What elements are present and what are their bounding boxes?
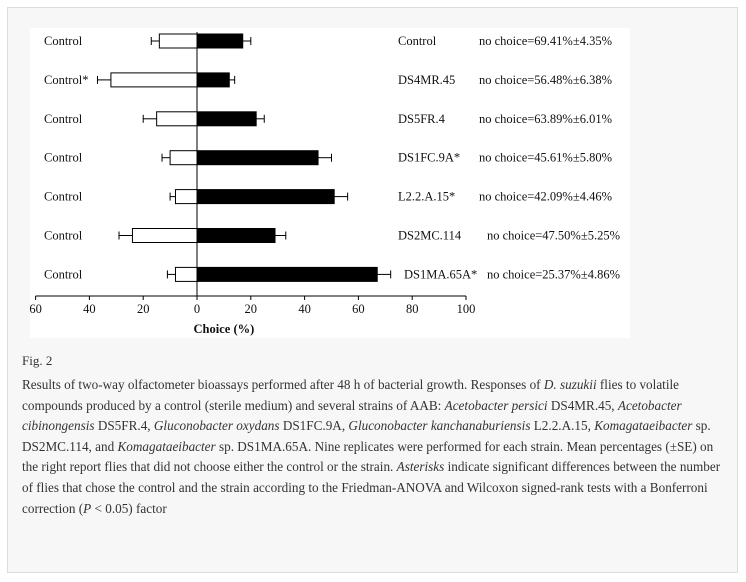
strain-label: DS5FR.4 <box>398 112 446 126</box>
no-choice-label: no choice=47.50%±5.25% <box>487 229 620 243</box>
no-choice-label: no choice=63.89%±6.01% <box>479 112 612 126</box>
caption-italic: Gluconobacter kanchanaburiensis <box>348 418 531 434</box>
caption-text: L2.2.A.15, <box>530 418 595 434</box>
x-tick-label: 20 <box>137 302 150 316</box>
caption-text: DS5FR.4, <box>94 418 154 434</box>
control-bar <box>156 111 198 127</box>
x-tick-label: 60 <box>352 302 365 316</box>
caption-text: flies to volatile compounds produced by … <box>22 377 680 413</box>
caption-italic: Acetobacter cibinongensis <box>22 397 682 434</box>
strain-label: DS2MC.114 <box>398 229 462 243</box>
x-tick-label: 20 <box>245 302 257 316</box>
x-tick-label: 40 <box>83 302 96 316</box>
control-label: Control <box>44 151 83 165</box>
caption-italic: Komagataeibacter <box>594 418 693 434</box>
caption-italic: P <box>83 500 92 516</box>
control-label: Control* <box>44 73 88 87</box>
strain-bar <box>196 189 335 205</box>
x-axis-title: Choice (%) <box>194 322 255 336</box>
caption-italic: Komagataeibacter <box>117 438 216 454</box>
no-choice-label: no choice=45.61%±5.80% <box>479 151 612 165</box>
control-bar <box>174 266 198 282</box>
strain-bar <box>196 150 319 166</box>
strain-bar <box>196 33 244 49</box>
x-tick-label: 80 <box>406 302 419 316</box>
strain-bar <box>196 266 378 282</box>
control-label: Control <box>44 229 83 243</box>
strain-label: Control <box>398 34 437 48</box>
chart-area: Control Control no choice=69.41%±4.35% Cont… <box>30 28 630 338</box>
control-bar <box>169 150 198 166</box>
caption-italic: Gluconobacter oxydans <box>153 418 280 434</box>
x-tick-label: 100 <box>457 302 476 316</box>
control-bar <box>131 228 198 243</box>
x-tick-label: 0 <box>194 302 200 316</box>
no-choice-label: no choice=69.41%±4.35% <box>479 34 612 48</box>
caption-italic: Acetobacter persici <box>444 397 548 413</box>
strain-bar <box>196 111 257 127</box>
figure-label: Fig. 2 <box>22 353 53 368</box>
strain-label: DS4MR.45 <box>398 73 455 87</box>
strain-bar <box>196 72 230 88</box>
caption-text: sp. DS1MA.65A. Nine replicates were perf… <box>22 438 714 475</box>
control-bar <box>110 72 198 88</box>
caption-italic: Asterisks <box>396 459 445 475</box>
no-choice-label: no choice=56.48%±6.38% <box>479 73 612 87</box>
no-choice-label: no choice=25.37%±4.86% <box>487 267 620 281</box>
no-choice-label: no choice=42.09%±4.46% <box>479 190 612 204</box>
control-label: Control <box>44 112 83 126</box>
x-tick-label: 60 <box>30 302 42 316</box>
strain-label: DS1FC.9A* <box>398 151 460 165</box>
caption-text: DS4MR.45, <box>547 397 618 413</box>
control-label: Control <box>44 190 83 204</box>
olfactometer-chart: Control Control no choice=69.41%±4.35% Cont… <box>30 32 620 336</box>
caption-text: DS1FC.9A, <box>279 418 349 434</box>
caption-italic: D. suzukii <box>543 377 597 392</box>
x-tick-label: 40 <box>298 302 311 316</box>
strain-bar <box>196 228 276 243</box>
strain-label: L2.2.A.15* <box>398 190 455 204</box>
figure-caption: Results of two-way olfactometer bioassay… <box>22 375 722 519</box>
caption-text: indicate significant differences between… <box>22 459 721 516</box>
control-label: Control <box>44 267 83 281</box>
caption-text: Results of two-way olfactometer bioassay… <box>22 377 544 392</box>
control-label: Control <box>44 34 83 48</box>
control-bar <box>174 189 198 205</box>
strain-label: DS1MA.65A* <box>404 267 477 281</box>
caption-text: sp. DS2MC.114, and <box>22 418 711 454</box>
control-bar <box>158 33 198 49</box>
caption-text: < 0.05) factor <box>91 500 167 516</box>
figure-panel: Control Control no choice=69.41%±4.35% Cont… <box>7 7 738 573</box>
